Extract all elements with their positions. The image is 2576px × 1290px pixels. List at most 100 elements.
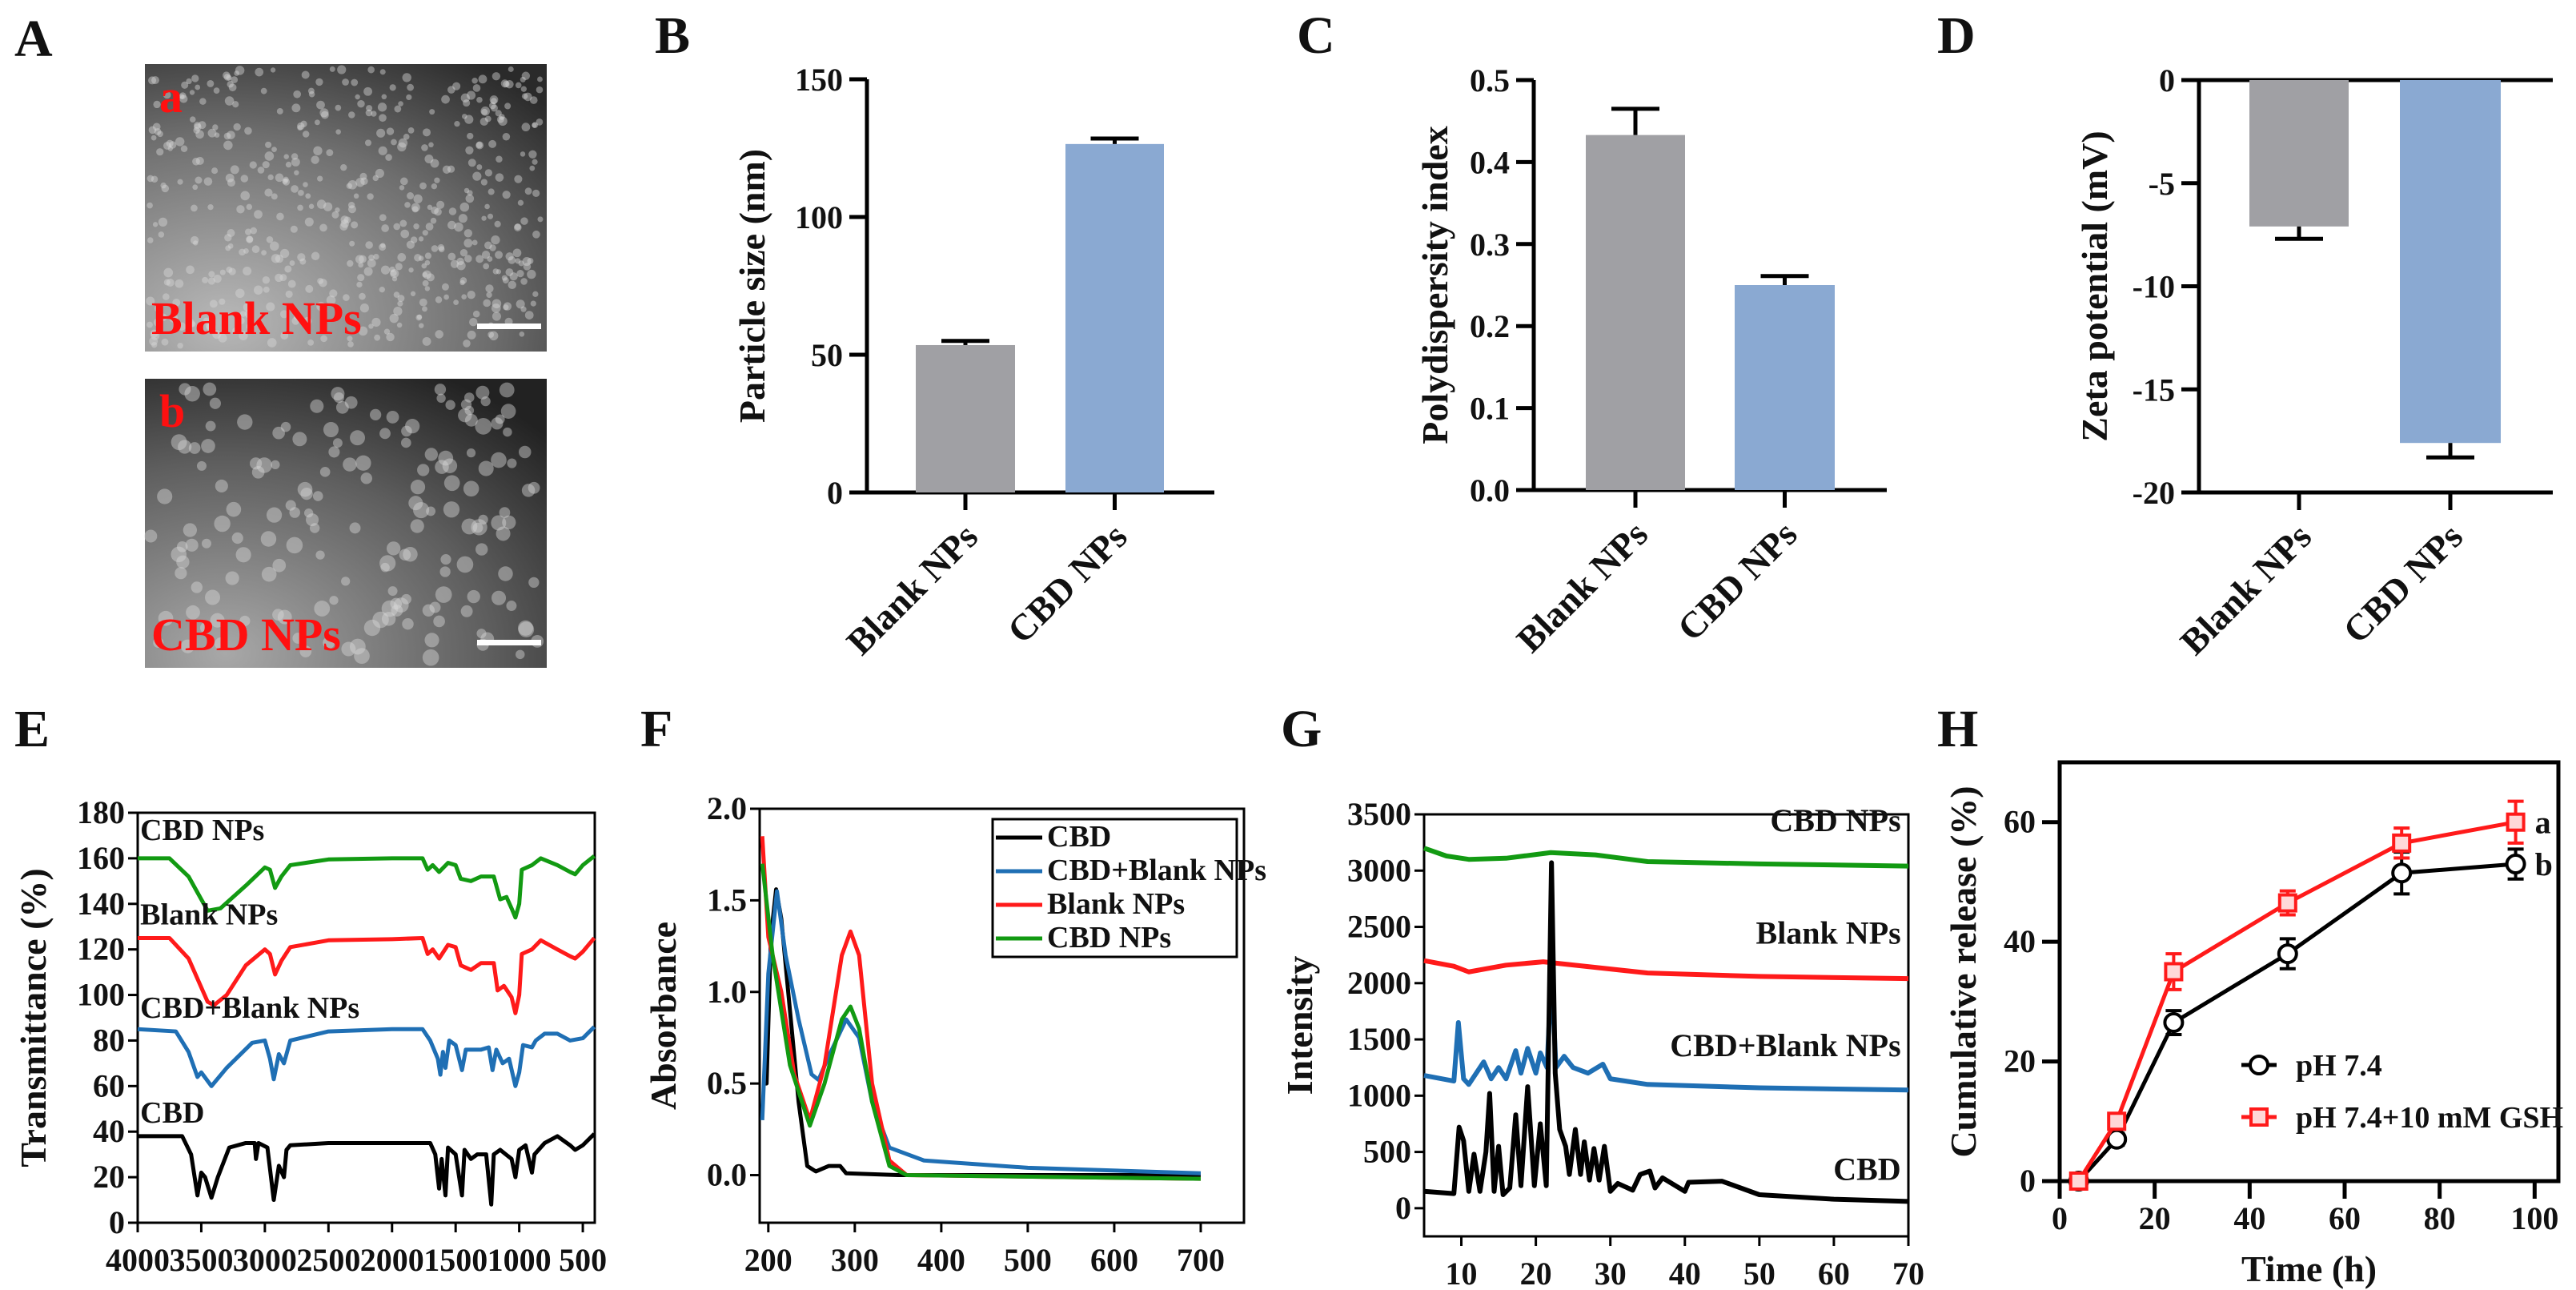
nanoparticle xyxy=(422,604,435,617)
nanoparticle xyxy=(399,549,411,561)
nanoparticle xyxy=(203,317,211,325)
nanoparticle xyxy=(428,142,434,148)
nanoparticle xyxy=(317,278,324,284)
nanoparticle xyxy=(400,229,410,239)
nanoparticle xyxy=(478,74,488,84)
nanoparticle xyxy=(380,243,386,248)
y-tick-label: 40 xyxy=(2004,923,2036,959)
y-tick-label: 160 xyxy=(77,840,125,876)
nanoparticle xyxy=(310,399,324,413)
x-tick-label: 30 xyxy=(1595,1256,1627,1290)
nanoparticle xyxy=(353,193,359,199)
nanoparticle xyxy=(269,241,279,251)
nanoparticle xyxy=(226,74,232,81)
nanoparticle xyxy=(460,93,470,102)
nanoparticle xyxy=(383,328,391,335)
nanoparticle xyxy=(393,223,401,231)
nanoparticle xyxy=(323,421,339,438)
nanoparticle xyxy=(418,236,424,242)
nanoparticle xyxy=(399,219,407,227)
series-cbd-nps xyxy=(760,863,1202,1181)
nanoparticle xyxy=(426,506,436,516)
nanoparticle xyxy=(422,306,427,312)
nanoparticle xyxy=(397,300,403,307)
nanoparticle xyxy=(176,541,188,553)
nanoparticle xyxy=(529,96,538,104)
nanoparticle xyxy=(299,258,307,265)
y-tick-label: 80 xyxy=(93,1022,125,1058)
nanoparticle xyxy=(180,639,195,653)
x-tick-label: 50 xyxy=(1743,1256,1776,1290)
nanoparticle xyxy=(436,200,445,209)
nanoparticle xyxy=(356,281,363,288)
nanoparticle xyxy=(230,165,239,175)
y-tick-label: 0.3 xyxy=(1470,227,1510,263)
nanoparticle xyxy=(508,280,517,289)
x-tick-label: Blank NPs xyxy=(839,516,985,662)
nanoparticle xyxy=(491,590,507,605)
nanoparticle xyxy=(400,437,411,448)
nanoparticle xyxy=(480,106,491,116)
nanoparticle xyxy=(335,400,349,414)
nanoparticle xyxy=(262,276,271,284)
nanoparticle xyxy=(404,202,411,208)
nanoparticle xyxy=(443,501,460,518)
nanoparticle xyxy=(261,250,267,256)
legend-label: CBD NPs xyxy=(1047,921,1171,954)
nanoparticle xyxy=(496,269,502,275)
nanoparticle xyxy=(475,417,492,435)
nanoparticle xyxy=(183,523,198,537)
nanoparticle xyxy=(399,185,405,191)
nanoparticle xyxy=(377,102,387,112)
nanoparticle xyxy=(150,331,160,340)
series-line xyxy=(1423,958,1909,982)
x-tick-label: 10 xyxy=(1446,1256,1478,1290)
nanoparticle xyxy=(347,179,358,190)
nanoparticle xyxy=(150,135,157,141)
nanoparticle xyxy=(271,147,277,152)
nanoparticle xyxy=(179,92,187,99)
x-tick-label: 0 xyxy=(2052,1200,2068,1236)
nanoparticle xyxy=(223,73,231,81)
data-point-square xyxy=(2392,833,2412,853)
nanoparticle xyxy=(407,83,415,91)
nanoparticle xyxy=(461,518,478,535)
nanoparticle xyxy=(502,191,511,199)
nanoparticle xyxy=(503,302,512,311)
nanoparticle xyxy=(505,268,514,276)
nanoparticle xyxy=(205,420,216,432)
nanoparticle xyxy=(261,566,277,582)
data-point-square xyxy=(2068,1171,2088,1191)
nanoparticle xyxy=(483,263,490,270)
nanoparticle xyxy=(175,137,185,147)
nanoparticle xyxy=(185,538,199,552)
nanoparticle xyxy=(266,302,275,311)
nanoparticle xyxy=(235,288,245,299)
nanoparticle xyxy=(348,111,355,119)
nanoparticle xyxy=(267,174,274,181)
nanoparticle xyxy=(463,480,479,497)
nanoparticle xyxy=(207,322,216,332)
nanoparticle xyxy=(254,210,263,219)
nanoparticle xyxy=(367,259,376,268)
nanoparticle xyxy=(246,235,254,243)
y-tick-label: 0.0 xyxy=(1470,472,1510,508)
nanoparticle xyxy=(359,172,367,180)
series-ph-7-4-10-mm-gsh: a pH 7.4+10 mM GSH xyxy=(2068,799,2563,1191)
nanoparticle xyxy=(495,251,504,259)
nanoparticle xyxy=(297,253,306,262)
nanoparticle xyxy=(515,82,522,89)
nanoparticle xyxy=(209,397,221,409)
x-tick-label: Blank NPs xyxy=(2173,516,2319,662)
nanoparticle xyxy=(271,254,281,263)
nanoparticle xyxy=(472,522,484,533)
nanoparticle xyxy=(306,513,319,527)
nanoparticle xyxy=(463,229,473,238)
nanoparticle xyxy=(195,130,204,139)
nanoparticle xyxy=(200,621,212,634)
nanoparticle xyxy=(307,340,315,346)
nanoparticle xyxy=(481,215,487,221)
significance-label: a xyxy=(2535,805,2551,841)
y-tick-label: 3000 xyxy=(1347,852,1411,888)
nanoparticle xyxy=(441,283,449,291)
